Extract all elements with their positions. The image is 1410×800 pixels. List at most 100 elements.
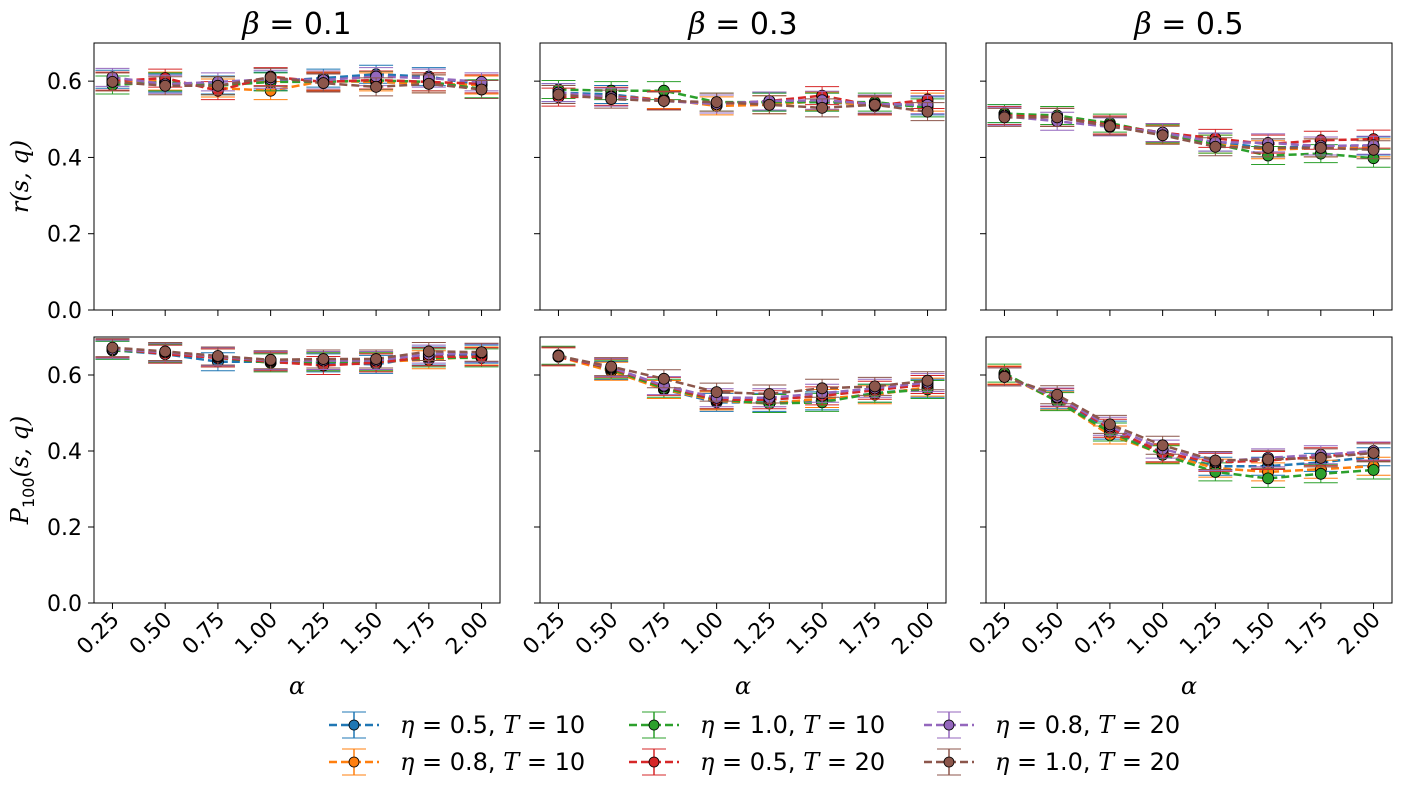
data-point [658, 372, 670, 385]
data-point [710, 386, 723, 399]
x-axis-label: α [289, 672, 305, 700]
x-tick-label: 1.75 [835, 608, 887, 660]
data-point [1156, 439, 1169, 452]
series-line [1004, 112, 1374, 160]
axes-frame [93, 42, 501, 311]
data-point [317, 353, 330, 365]
data-point [106, 76, 119, 88]
x-tick-label: 1.25 [1175, 608, 1227, 660]
data-point [998, 370, 1011, 383]
x-tick-label: 1.25 [729, 608, 781, 660]
data-point [1367, 446, 1380, 459]
x-tick-label: 0.75 [624, 608, 676, 660]
series-line [1004, 375, 1374, 462]
data-point [106, 341, 119, 354]
axes-frame [985, 336, 1393, 604]
legend-item: η = 1.0, T = 10 [629, 711, 885, 739]
series-line [112, 346, 482, 362]
x-tick-label: 1.75 [389, 608, 441, 660]
data-point [605, 93, 618, 105]
data-point [317, 77, 330, 89]
panel-1-1: β = 0.1 0.0 0.2 0.4 0.6 r(s, q) [6, 7, 501, 324]
legend-item: η = 1.0, T = 20 [924, 748, 1180, 776]
data-point [1262, 472, 1274, 485]
panel-title: β = 0.1 [241, 7, 351, 42]
panel-2-2: 0.25 0.50 0.75 1.00 1.25 1.50 1.75 2.00 α [518, 336, 947, 700]
legend-item: η = 0.8, T = 20 [924, 711, 1180, 739]
x-tick-label: 1.50 [1228, 608, 1280, 660]
panel-title: β = 0.5 [1133, 7, 1243, 42]
data-point [159, 79, 172, 92]
data-point [422, 345, 435, 358]
data-point [605, 360, 618, 373]
data-point [1314, 451, 1327, 464]
data-point [1051, 388, 1064, 401]
data-point [212, 350, 224, 362]
data-point [370, 80, 382, 93]
axes-frame [985, 42, 1393, 311]
data-point [816, 101, 828, 114]
data-point [921, 105, 934, 118]
data-point [763, 388, 776, 400]
legend-label: η = 0.8, T = 10 [400, 748, 585, 776]
y-axis-label: P100(s, q) [6, 416, 38, 525]
x-tick-label: 0.75 [1070, 608, 1122, 660]
data-point [370, 353, 382, 365]
data-point [212, 79, 224, 92]
series-line [558, 354, 928, 396]
axes-frame [93, 336, 501, 604]
data-point [868, 98, 881, 111]
data-point [475, 346, 488, 359]
legend-label: η = 0.5, T = 20 [700, 748, 885, 776]
series-line [1003, 373, 1374, 474]
x-tick-label: 0.25 [964, 608, 1016, 660]
panel-1-2: β = 0.3 [534, 7, 947, 316]
panel-title: β = 0.3 [687, 7, 797, 42]
data-point [1156, 129, 1169, 142]
legend-label: η = 0.8, T = 20 [995, 711, 1180, 739]
data-point [763, 98, 776, 111]
y-tick-label: 0.4 [47, 146, 82, 171]
legend-label: η = 1.0, T = 10 [700, 711, 885, 739]
data-point [658, 95, 670, 107]
series-line [112, 347, 482, 367]
x-axis-label: α [1181, 672, 1197, 700]
data-point [816, 382, 828, 395]
x-tick-label: 0.50 [125, 608, 177, 660]
x-tick-label: 2.00 [887, 608, 939, 660]
legend-item: η = 0.5, T = 10 [329, 711, 585, 739]
data-point [264, 71, 277, 84]
y-tick-label: 0.4 [47, 440, 82, 465]
legend-marker [943, 719, 955, 731]
data-point [1209, 454, 1222, 467]
data-point [1209, 140, 1222, 153]
data-point [1314, 467, 1327, 480]
y-tick-label: 0.2 [47, 516, 82, 541]
x-tick-label: 1.50 [782, 608, 834, 660]
x-tick-label: 0.50 [571, 608, 623, 660]
legend-label: η = 0.5, T = 10 [400, 711, 585, 739]
axes-frame [539, 336, 947, 604]
y-tick-label: 0.0 [47, 299, 82, 324]
panel-2-3: 0.25 0.50 0.75 1.00 1.25 1.50 1.75 2.00 α [964, 336, 1393, 700]
series-line [1003, 372, 1374, 480]
x-tick-label: 1.50 [336, 608, 388, 660]
legend-item: η = 0.5, T = 20 [629, 748, 885, 776]
series-line [1004, 116, 1374, 152]
panel-2-1: 0.00.20.40.60.25 0.50 0.75 1.00 1.25 1.50 1.75… [6, 336, 501, 700]
x-tick-label: 1.00 [677, 608, 729, 660]
legend-label: η = 1.0, T = 20 [995, 748, 1180, 776]
legend-marker [943, 756, 955, 768]
data-point [710, 96, 723, 109]
data-point [868, 380, 881, 393]
x-tick-label: 0.75 [178, 608, 230, 660]
series-line [112, 76, 482, 91]
series-line [1004, 114, 1374, 148]
x-tick-label: 2.00 [1333, 608, 1385, 660]
data-point [1367, 143, 1380, 156]
y-tick-label: 0.2 [47, 223, 82, 248]
x-tick-label: 1.25 [283, 608, 335, 660]
data-point [422, 77, 435, 90]
legend-marker [348, 756, 360, 768]
